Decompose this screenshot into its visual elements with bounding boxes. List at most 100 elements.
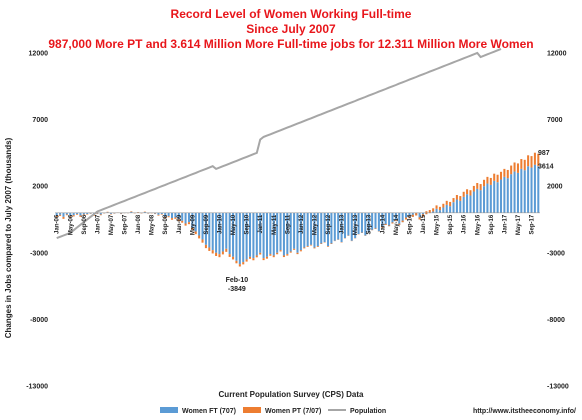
x-axis: Jan-06 May-06 Sep-06 Jan-07 May-07 Sep-07 Jan-… [55,214,536,235]
x-tick-label: Jan-10 [218,214,224,234]
bar-women-ft [259,212,262,253]
x-tick-label: May-12 [313,214,319,235]
bar-women-ft [371,212,374,231]
bar-women-pt [435,205,438,209]
bar-women-pt [462,191,465,197]
bar-women-pt [513,162,516,172]
bar-women-pt [303,247,306,249]
bar-women-pt [533,152,536,165]
y-tick-label-left: -3000 [30,250,48,257]
bar-women-pt [252,258,255,261]
bar-women-ft [120,212,123,214]
bar-women-pt [201,239,204,243]
legend-women-pt-swatch [243,407,261,413]
bar-women-pt [299,250,302,252]
x-tick-label: Sep-17 [530,214,536,234]
bar-women-pt [479,184,482,191]
bar-women-ft [191,212,194,228]
bar-women-ft [388,212,391,227]
x-axis-label: Current Population Survey (CPS) Data [219,390,364,399]
bar-women-pt [455,194,458,200]
x-tick-label: Sep-12 [326,214,332,234]
legend-women-ft-swatch [160,407,178,413]
annotation-pt-total: 987 [538,150,550,157]
bar-women-ft [221,212,224,252]
bar-women-pt [503,168,506,177]
bar-women-ft [167,212,170,217]
bar-women-ft [408,212,411,219]
bar-women-ft [232,212,235,257]
bar-women-ft [323,212,326,243]
y-tick-label-left: 12000 [29,51,49,58]
x-tick-label: May-10 [231,214,237,235]
y-tick-label-right: 2000 [547,184,563,191]
bar-women-pt [65,214,68,216]
x-tick-label: Sep-15 [448,214,454,234]
x-tick-label: Jan-17 [502,214,508,234]
bar-women-ft [327,212,330,247]
y-axis-left: 12000 7000 2000 -3000 -8000 -13000 [26,51,48,391]
bar-women-pt [320,243,323,245]
bar-women-ft [466,194,469,213]
bar-women-ft [160,212,163,215]
bar-women-pt [313,247,316,249]
bar-women-ft [235,212,238,261]
bar-women-pt [259,252,262,255]
bar-women-ft [55,212,58,216]
bar-women-pt [269,254,272,256]
y-tick-label-right: -13000 [547,384,569,391]
bar-women-pt [449,201,452,207]
bar-women-ft [262,212,265,259]
bar-women-ft [533,164,536,213]
bar-women-ft [435,208,438,213]
bar-women-ft [187,212,190,223]
bar-women-pt [69,216,72,218]
bar-series [55,152,540,267]
bar-women-ft [506,178,509,213]
bar-women-pt [238,264,241,267]
bar-women-pt [442,203,445,208]
x-tick-label: Jan-14 [380,214,386,234]
bar-women-ft [164,212,167,217]
bar-women-ft [374,212,377,229]
x-tick-label: Sep-10 [245,214,251,234]
bar-women-pt [181,220,184,223]
bar-women-pt [265,256,268,259]
bar-women-ft [333,212,336,241]
x-tick-label: May-08 [150,214,156,235]
bar-women-pt [177,219,180,222]
bar-women-pt [496,174,499,183]
bar-women-ft [455,199,458,213]
bar-women-pt [306,246,309,247]
bar-women-pt [296,252,299,255]
bar-women-ft [184,212,187,224]
bar-women-ft [293,212,296,249]
bar-women-ft [82,212,85,215]
bar-women-ft [208,212,211,248]
x-tick-label: Sep-07 [123,214,129,234]
y-tick-label-left: -13000 [26,384,48,391]
x-tick-label: May-14 [394,214,400,235]
x-tick-label: May-11 [272,214,278,235]
bar-women-ft [432,211,435,213]
bar-women-pt [160,214,163,215]
bar-women-ft [486,183,489,213]
y-tick-label-left: 7000 [32,117,48,124]
bar-women-ft [527,166,530,213]
annotation-feb10-date: Feb-10 [226,277,249,284]
bar-women-pt [218,254,221,258]
y-tick-label-right: -8000 [547,317,565,324]
bar-women-ft [76,212,79,215]
bar-women-pt [235,260,238,264]
bar-women-pt [82,214,85,216]
bar-women-pt [489,177,492,185]
bar-women-ft [405,212,408,220]
x-tick-label: Jan-12 [299,214,305,234]
bar-women-pt [472,185,475,192]
legend: Women FT (707) Women PT (7/07) Population [160,407,386,415]
bar-women-pt [262,258,265,261]
bar-women-pt [55,215,58,217]
x-tick-label: Jan-15 [421,214,427,234]
bar-women-ft [255,212,258,256]
x-tick-label: Jan-08 [136,214,142,234]
